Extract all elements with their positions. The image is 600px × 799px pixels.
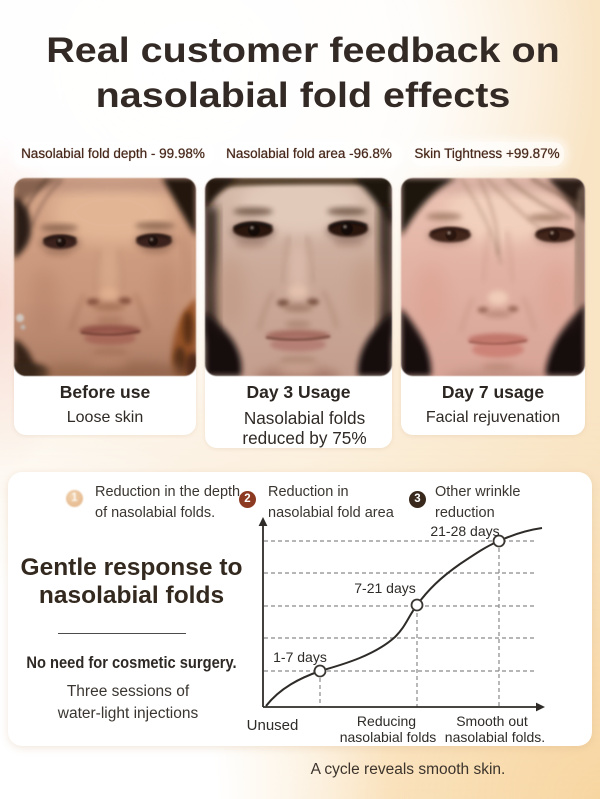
svg-text:7-21 days: 7-21 days <box>354 580 415 596</box>
svg-text:21-28 days: 21-28 days <box>430 523 499 539</box>
svg-text:Unused: Unused <box>247 717 299 734</box>
svg-text:Smooth out: Smooth out <box>456 713 528 729</box>
svg-text:1-7 days: 1-7 days <box>273 649 327 665</box>
svg-text:Reducing: Reducing <box>357 713 416 729</box>
svg-text:nasolabial folds.: nasolabial folds. <box>445 729 545 745</box>
svg-text:nasolabial folds: nasolabial folds <box>340 729 437 745</box>
